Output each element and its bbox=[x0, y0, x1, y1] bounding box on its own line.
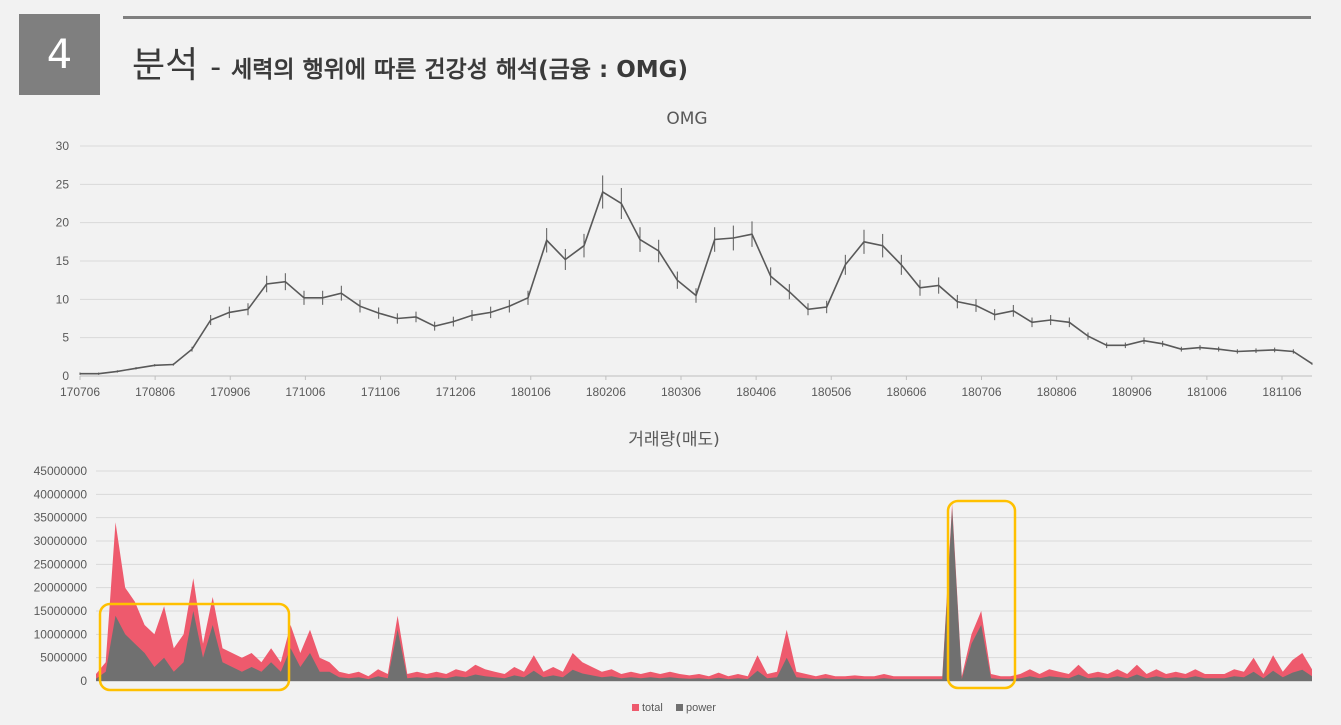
volume-grid bbox=[96, 470, 1312, 682]
legend-swatch-power bbox=[676, 704, 683, 711]
price-x-tick-label: 180206 bbox=[586, 385, 626, 399]
price-x-tick-label: 180306 bbox=[661, 385, 701, 399]
price-x-tick-label: 180106 bbox=[511, 385, 551, 399]
slide-heading: 분석 - 세력의 행위에 따른 건강성 해석(금융 : OMG) bbox=[132, 36, 688, 86]
legend-label-power: power bbox=[686, 702, 716, 714]
volume-y-tick-label: 30000000 bbox=[34, 534, 88, 548]
volume-legend: total power bbox=[632, 702, 716, 714]
legend-swatch-total bbox=[632, 704, 639, 711]
price-x-tick-label: 171006 bbox=[285, 385, 325, 399]
price-y-tick-label: 0 bbox=[62, 369, 69, 383]
volume-y-tick-label: 10000000 bbox=[34, 627, 88, 641]
price-x-ticks: 170706 170806 170906 171006 171106 171206 1801… bbox=[60, 376, 1302, 399]
price-x-tick-label: 180806 bbox=[1037, 385, 1077, 399]
price-x-tick-label: 181106 bbox=[1262, 385, 1301, 399]
highlight-boxes bbox=[98, 499, 1017, 692]
price-y-tick-label: 20 bbox=[56, 216, 70, 230]
price-x-tick-label: 180906 bbox=[1112, 385, 1152, 399]
price-y-tick-label: 30 bbox=[56, 139, 70, 153]
volume-y-tick-label: 0 bbox=[80, 674, 87, 688]
volume-chart-title: 거래량(매도) bbox=[628, 430, 719, 450]
price-y-tick-label: 10 bbox=[56, 292, 70, 306]
price-grid bbox=[80, 145, 1312, 377]
volume-y-tick-label: 5000000 bbox=[40, 651, 87, 665]
heading-main: 분석 bbox=[132, 45, 199, 86]
volume-area-total bbox=[96, 503, 1312, 681]
volume-y-ticks: 0 5000000 10000000 15000000 20000000 25000000… bbox=[34, 464, 88, 688]
heading-dash: - bbox=[210, 50, 222, 85]
price-y-tick-label: 25 bbox=[56, 177, 70, 191]
price-x-tick-label: 170806 bbox=[135, 385, 175, 399]
price-x-tick-label: 180606 bbox=[886, 385, 926, 399]
heading-subtitle: 세력의 행위에 따른 건강성 해석(금융 : OMG) bbox=[231, 57, 689, 83]
highlight-box-right bbox=[946, 499, 1017, 690]
price-x-tick-label: 181006 bbox=[1187, 385, 1227, 399]
volume-y-tick-label: 40000000 bbox=[34, 487, 88, 501]
legend-label-total: total bbox=[642, 702, 663, 714]
price-chart: OMG 0 5 10 15 20 25 30 170706 170806 170906 17100… bbox=[56, 109, 1313, 399]
volume-y-tick-label: 25000000 bbox=[34, 557, 88, 571]
price-x-tick-label: 171206 bbox=[436, 385, 476, 399]
price-y-tick-label: 15 bbox=[56, 254, 70, 268]
price-x-tick-label: 171106 bbox=[361, 385, 400, 399]
price-x-tick-label: 170706 bbox=[60, 385, 100, 399]
volume-y-tick-label: 20000000 bbox=[34, 581, 88, 595]
volume-y-tick-label: 45000000 bbox=[34, 464, 88, 478]
volume-areas bbox=[96, 503, 1312, 681]
slide-number: 4 bbox=[46, 31, 73, 78]
price-x-tick-label: 180406 bbox=[736, 385, 776, 399]
volume-area-power bbox=[96, 508, 1312, 681]
price-series bbox=[79, 175, 1313, 375]
price-y-tick-label: 5 bbox=[62, 331, 69, 345]
price-x-tick-label: 180706 bbox=[961, 385, 1001, 399]
price-chart-title: OMG bbox=[666, 109, 707, 129]
volume-y-tick-label: 35000000 bbox=[34, 511, 88, 525]
slide-number-badge: 4 bbox=[19, 14, 100, 95]
highlight-box-left bbox=[98, 602, 291, 692]
volume-y-tick-label: 15000000 bbox=[34, 604, 88, 618]
price-x-tick-label: 180506 bbox=[811, 385, 851, 399]
price-y-ticks: 0 5 10 15 20 25 30 bbox=[56, 139, 70, 383]
price-x-tick-label: 170906 bbox=[210, 385, 250, 399]
header-divider bbox=[123, 16, 1311, 19]
